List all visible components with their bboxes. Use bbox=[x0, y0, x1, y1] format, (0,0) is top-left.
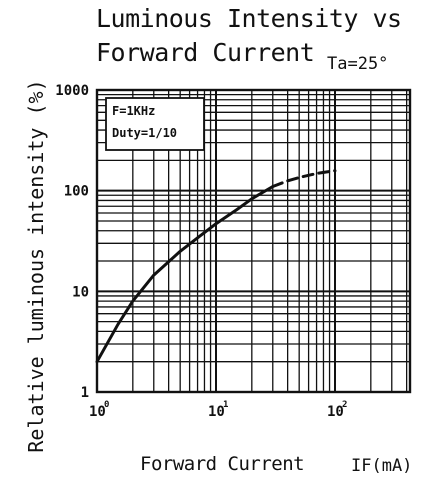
y-tick-label: 10 bbox=[72, 284, 89, 300]
x-tick-label: 10 bbox=[208, 404, 225, 420]
x-tick-label: 10 bbox=[327, 404, 344, 420]
annotation-text: F=1KHz bbox=[112, 104, 155, 118]
x-axis-unit: IF(mA) bbox=[351, 456, 413, 476]
x-tick-exponent: 2 bbox=[342, 400, 347, 410]
x-tick-exponent: 1 bbox=[223, 400, 228, 410]
x-axis-label: Forward Current bbox=[140, 453, 305, 475]
chart-title: Luminous Intensity vs bbox=[96, 4, 402, 33]
x-tick-label: 10 bbox=[89, 404, 106, 420]
curve-dashed-series bbox=[271, 169, 337, 188]
temperature-condition: Ta=25° bbox=[327, 54, 389, 74]
plot-frame bbox=[95, 88, 412, 394]
curve-solid-series bbox=[95, 185, 275, 364]
y-tick-label: 1000 bbox=[55, 83, 89, 99]
y-tick-label: 100 bbox=[64, 184, 89, 200]
x-tick-exponent: 0 bbox=[104, 400, 109, 410]
annotation-text: Duty=1/10 bbox=[112, 126, 177, 140]
chart-title-line2: Forward Current bbox=[96, 38, 315, 67]
annotation-box bbox=[105, 97, 205, 151]
y-tick-label: 1 bbox=[81, 385, 89, 401]
